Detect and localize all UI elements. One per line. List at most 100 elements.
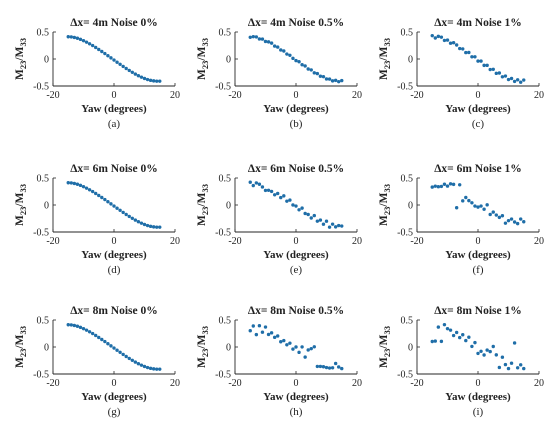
data-point (512, 341, 517, 345)
data-point (269, 189, 274, 194)
data-point (454, 43, 459, 47)
data-point (333, 78, 338, 83)
data-point (81, 38, 86, 43)
panel-title: Δx= 6m Noise 1% (434, 163, 522, 175)
data-point (94, 191, 98, 196)
data-point (94, 333, 98, 338)
data-point (515, 221, 520, 226)
data-point (94, 45, 98, 50)
data-point (470, 201, 474, 205)
data-point (158, 367, 162, 371)
data-point (142, 222, 147, 227)
panel-title: Δx= 6m Noise 0% (70, 163, 158, 175)
x-axis-label: Yaw (degrees) (81, 391, 147, 403)
y-tick-label: 0.5 (219, 28, 232, 39)
data-point (522, 220, 526, 224)
y-tick-label: 0.5 (401, 174, 414, 185)
data-point (124, 212, 128, 217)
y-tick-label: 0 (408, 343, 413, 354)
x-tick-label: -20 (228, 378, 241, 389)
data-point (133, 218, 138, 222)
data-point (248, 180, 252, 184)
x-tick-label: -20 (228, 90, 241, 101)
data-point (106, 342, 110, 346)
panel-caption: (a) (108, 118, 121, 130)
data-point (300, 345, 304, 349)
x-axis-label: Yaw (degrees) (445, 103, 511, 115)
y-tick-label: 0 (226, 55, 231, 66)
data-point (497, 215, 502, 220)
data-point (309, 216, 313, 220)
data-point (78, 183, 83, 188)
data-point (282, 194, 286, 198)
panel-title: Δx= 8m Noise 1% (434, 305, 522, 317)
data-point (127, 214, 131, 219)
data-point (476, 351, 480, 356)
data-point (479, 349, 483, 353)
data-point (75, 182, 80, 186)
data-point (90, 43, 95, 48)
data-point (312, 71, 316, 75)
data-point (439, 184, 444, 189)
data-point (303, 64, 307, 68)
data-point (155, 225, 159, 229)
data-point (430, 185, 434, 189)
data-point (303, 355, 307, 359)
data-point (127, 68, 131, 73)
data-point (448, 328, 453, 332)
x-tick-label: -20 (410, 90, 423, 101)
data-point (112, 204, 116, 208)
data-point (445, 38, 450, 42)
x-tick-label: 20 (170, 236, 180, 247)
x-tick-label: -20 (46, 378, 59, 389)
data-point (306, 348, 310, 352)
data-point (294, 345, 298, 349)
data-point (276, 45, 280, 49)
data-point (485, 63, 489, 68)
data-point (448, 182, 453, 186)
data-point (151, 79, 156, 83)
data-point (279, 340, 283, 344)
data-point (251, 324, 255, 328)
y-axis-label: M23/M33 (196, 38, 210, 80)
data-point (109, 56, 113, 60)
data-point (260, 330, 265, 334)
data-point (321, 222, 326, 226)
data-point (321, 74, 326, 79)
data-point (327, 366, 332, 370)
y-axis-label: M23/M33 (196, 184, 210, 226)
data-point (291, 203, 295, 207)
data-point (445, 326, 450, 331)
data-point (467, 335, 471, 339)
x-tick-label: 20 (352, 378, 362, 389)
y-axis-label: M23/M33 (196, 326, 210, 368)
y-tick-label: -0.5 (397, 228, 413, 239)
data-point (282, 49, 286, 53)
data-point (69, 181, 74, 185)
data-point (272, 44, 277, 48)
data-point (312, 213, 316, 218)
data-point (306, 67, 310, 71)
data-point (470, 344, 474, 349)
data-point (337, 223, 341, 228)
data-point (458, 46, 462, 51)
data-point (121, 352, 125, 357)
x-axis-label: Yaw (degrees) (445, 249, 511, 261)
data-point (479, 59, 483, 63)
data-point (285, 343, 289, 347)
data-point (500, 75, 505, 79)
data-point (458, 335, 462, 340)
panel-title: Δx= 8m Noise 0% (70, 305, 158, 317)
data-point (333, 361, 338, 366)
data-point (100, 337, 104, 342)
data-point (100, 195, 104, 200)
data-point (461, 333, 465, 337)
data-point (482, 353, 486, 357)
data-point (451, 40, 456, 45)
data-point (488, 349, 492, 354)
data-point (467, 50, 471, 55)
data-point (142, 76, 147, 81)
data-point (115, 60, 119, 64)
data-point (519, 80, 523, 84)
panel-title: Δx= 8m Noise 0.5% (248, 305, 344, 317)
